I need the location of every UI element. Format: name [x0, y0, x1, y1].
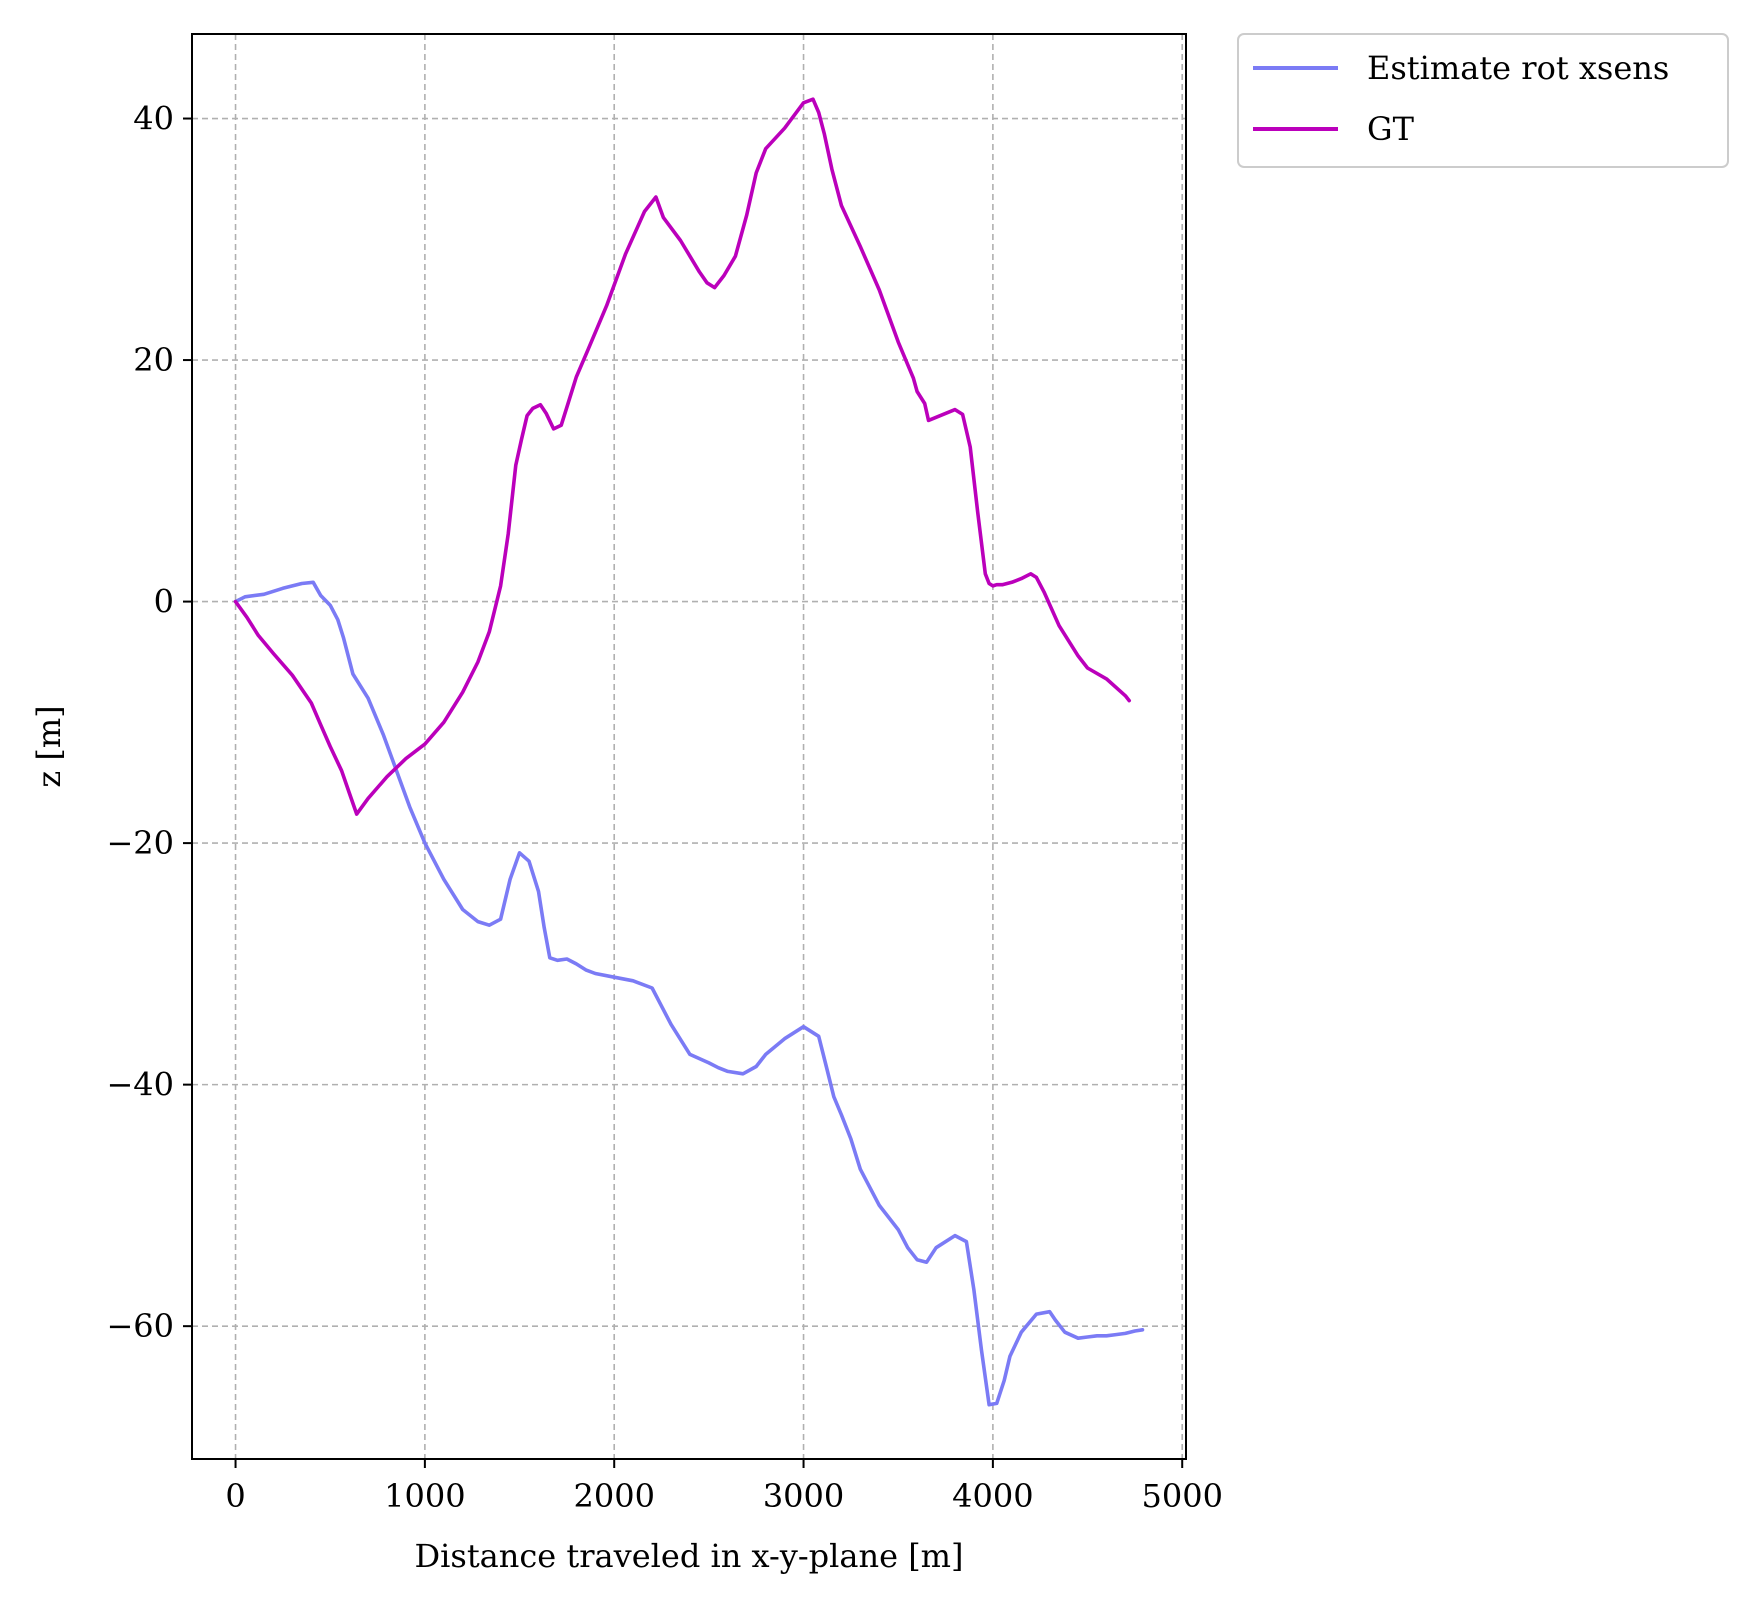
y-tick-label: −40: [106, 1066, 174, 1104]
series-line-gt: [233, 97, 1131, 816]
x-tick-label: 0: [225, 1477, 245, 1515]
plot-frame: [191, 33, 1187, 1460]
y-axis-title: z [m]: [30, 705, 68, 787]
y-tick-label: 20: [133, 341, 174, 379]
grid-layer: [192, 34, 1186, 1459]
series-layer: [233, 97, 1145, 1407]
x-tick-label: 5000: [1141, 1477, 1222, 1515]
x-tick-label: 4000: [952, 1477, 1033, 1515]
legend-label-gt: GT: [1367, 110, 1415, 148]
x-tick-label: 2000: [573, 1477, 654, 1515]
x-tick-label: 1000: [384, 1477, 465, 1515]
x-tick-label: 3000: [763, 1477, 844, 1515]
y-tick-label: 40: [133, 100, 174, 138]
series-line-estimate-rot-xsens: [233, 580, 1145, 1407]
x-axis-title: Distance traveled in x-y-plane [m]: [415, 1537, 964, 1575]
y-tick-label: −60: [106, 1307, 174, 1345]
legend-label-estimate: Estimate rot xsens: [1367, 49, 1669, 87]
y-tick-label: −20: [106, 824, 174, 862]
y-tick-label: 0: [154, 583, 174, 621]
tick-layer: 0 1000 2000 3000 4000 5000 −60 −40 −20 0 20 40: [106, 100, 1222, 1515]
legend-frame: [1237, 33, 1729, 168]
legend: Estimate rot xsens GT: [1237, 33, 1729, 168]
